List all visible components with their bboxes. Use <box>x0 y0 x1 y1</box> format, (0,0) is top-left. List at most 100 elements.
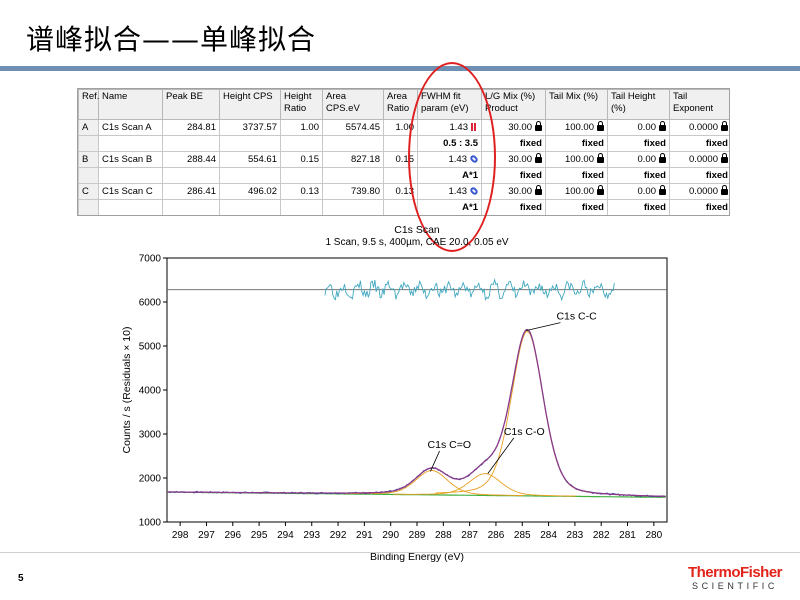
column-header-lg-mix[interactable]: L/G Mix (%) Product <box>481 89 546 120</box>
lg-mix-value: 30.00 <box>508 186 532 197</box>
cell-fwhm[interactable]: 1.43 <box>417 151 482 168</box>
y-axis-label: Counts / s (Residuals × 10) <box>121 327 133 454</box>
lock-icon[interactable] <box>721 121 728 131</box>
row-ref[interactable]: A <box>78 119 99 136</box>
cell-lg-mix[interactable]: 30.00 <box>481 151 546 168</box>
constraint-empty-cell <box>280 199 323 215</box>
y-tick-label: 6000 <box>139 298 162 309</box>
cell-area-cps-ev[interactable]: 739.80 <box>322 183 384 200</box>
constraint-fwhm[interactable]: A*1 <box>417 199 482 215</box>
column-header-height-cps[interactable]: Height CPS <box>219 89 281 120</box>
cell-peak-be[interactable]: 286.41 <box>162 183 220 200</box>
peak-label: C1s C=O <box>428 439 471 451</box>
table-row[interactable]: C C1s Scan C 286.41 496.02 0.13 739.80 0.13 1.4… <box>78 183 729 200</box>
constraint-tail-height[interactable]: fixed <box>607 199 670 215</box>
tail-height-value: 0.00 <box>637 186 657 197</box>
cell-height-ratio[interactable]: 0.13 <box>280 183 323 200</box>
constraint-empty-cell <box>162 135 220 152</box>
constraint-empty-cell <box>98 167 163 184</box>
cell-area-cps-ev[interactable]: 827.18 <box>322 151 384 168</box>
lock-icon[interactable] <box>659 121 666 131</box>
peak-label: C1s C-C <box>556 311 597 323</box>
constraint-empty-cell <box>162 199 220 215</box>
peak-label: C1s C-O <box>504 426 545 438</box>
cell-tail-exponent[interactable]: 0.0000 <box>669 183 729 200</box>
component-peak <box>393 473 577 497</box>
lock-icon[interactable] <box>535 153 542 163</box>
cell-fwhm[interactable]: 1.43 <box>417 183 482 200</box>
lock-icon[interactable] <box>659 153 666 163</box>
x-tick-label: 281 <box>619 530 636 541</box>
column-header-height-ratio[interactable]: Height Ratio <box>280 89 323 120</box>
cell-fwhm[interactable]: 1.43 <box>417 119 482 136</box>
x-tick-label: 298 <box>172 530 189 541</box>
constraint-empty-cell <box>219 135 281 152</box>
constraint-tail-height[interactable]: fixed <box>607 135 670 152</box>
lock-icon[interactable] <box>659 185 666 195</box>
lock-icon[interactable] <box>597 153 604 163</box>
row-name[interactable]: C1s Scan C <box>98 183 163 200</box>
constraint-fwhm[interactable]: A*1 <box>417 167 482 184</box>
tail-mix-value: 100.00 <box>564 186 594 197</box>
table-row[interactable]: A C1s Scan A 284.81 3737.57 1.00 5574.45 1.00 1… <box>78 119 729 136</box>
footer-divider <box>0 552 800 553</box>
constraint-tail-height[interactable]: fixed <box>607 167 670 184</box>
column-header-area-cps-ev[interactable]: Area CPS.eV <box>322 89 384 120</box>
column-header-peak-be[interactable]: Peak BE <box>162 89 220 120</box>
cell-tail-mix[interactable]: 100.00 <box>545 151 608 168</box>
constraint-lg-mix[interactable]: fixed <box>481 167 546 184</box>
lock-icon[interactable] <box>597 185 604 195</box>
table-header-row: Ref. Name Peak BE Height CPS Height Ratio Are… <box>78 89 729 120</box>
constraint-row: A*1 fixed fixed fixed fixed <box>78 199 729 215</box>
residual-trace <box>324 278 615 302</box>
constraint-tail-exponent[interactable]: fixed <box>669 199 729 215</box>
y-tick-label: 1000 <box>139 518 162 529</box>
column-header-tail-mix[interactable]: Tail Mix (%) <box>545 89 608 120</box>
peak-label-leader <box>525 322 561 331</box>
x-tick-label: 284 <box>540 530 557 541</box>
lock-icon[interactable] <box>535 121 542 131</box>
x-tick-label: 285 <box>514 530 531 541</box>
cell-height-cps[interactable]: 3737.57 <box>219 119 281 136</box>
constraint-tail-exponent[interactable]: fixed <box>669 167 729 184</box>
page-number: 5 <box>18 573 24 584</box>
cell-tail-exponent[interactable]: 0.0000 <box>669 151 729 168</box>
cell-lg-mix[interactable]: 30.00 <box>481 183 546 200</box>
thermo-fisher-logo: ThermoFisher SCIENTIFIC <box>680 565 790 592</box>
x-tick-label: 289 <box>409 530 426 541</box>
constraint-empty-cell <box>98 135 163 152</box>
cell-peak-be[interactable]: 284.81 <box>162 119 220 136</box>
lock-icon[interactable] <box>721 185 728 195</box>
x-tick-label: 280 <box>645 530 662 541</box>
constraint-lg-mix[interactable]: fixed <box>481 135 546 152</box>
cell-height-ratio[interactable]: 0.15 <box>280 151 323 168</box>
tail-height-value: 0.00 <box>637 122 657 133</box>
lock-icon[interactable] <box>721 153 728 163</box>
row-ref[interactable]: B <box>78 151 99 168</box>
x-tick-label: 287 <box>461 530 478 541</box>
lock-icon[interactable] <box>535 185 542 195</box>
column-header-area-ratio[interactable]: Area Ratio <box>383 89 418 120</box>
tail-exponent-value: 0.0000 <box>688 186 718 197</box>
tail-exponent-value: 0.0000 <box>688 154 718 165</box>
column-header-tail-height[interactable]: Tail Height (%) <box>607 89 670 120</box>
cell-tail-exponent[interactable]: 0.0000 <box>669 119 729 136</box>
constraint-tail-exponent[interactable]: fixed <box>669 135 729 152</box>
lg-mix-value: 30.00 <box>508 122 532 133</box>
cell-height-ratio[interactable]: 1.00 <box>280 119 323 136</box>
fwhm-value: 1.43 <box>448 154 468 165</box>
peak-flag-icon[interactable] <box>471 123 478 131</box>
tail-height-value: 0.00 <box>637 154 657 165</box>
constraint-lg-mix[interactable]: fixed <box>481 199 546 215</box>
constraint-row: 0.5 : 3.5 fixed fixed fixed fixed <box>78 135 729 152</box>
x-tick-label: 290 <box>382 530 399 541</box>
x-tick-label: 282 <box>593 530 610 541</box>
lock-icon[interactable] <box>597 121 604 131</box>
constraint-row: A*1 fixed fixed fixed fixed <box>78 167 729 184</box>
column-header-fwhm[interactable]: FWHM fit param (eV) <box>417 89 482 120</box>
row-name[interactable]: C1s Scan B <box>98 151 163 168</box>
constraint-ref <box>78 135 99 152</box>
constraint-tail-mix[interactable]: fixed <box>545 199 608 215</box>
x-tick-label: 288 <box>435 530 452 541</box>
x-tick-label: 286 <box>488 530 505 541</box>
